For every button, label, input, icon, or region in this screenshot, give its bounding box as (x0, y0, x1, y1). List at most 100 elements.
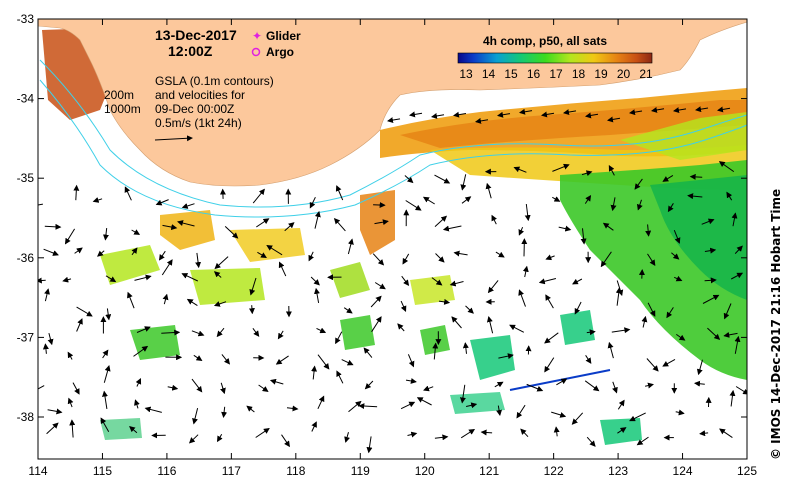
velocity-arrow (617, 427, 627, 434)
velocity-arrow (102, 390, 108, 409)
colorbar-tick-label: 18 (572, 67, 586, 81)
velocity-arrow (731, 212, 738, 227)
velocity-arrow (47, 408, 63, 415)
velocity-arrow (224, 226, 239, 239)
velocity-arrow (462, 342, 469, 354)
velocity-arrow (519, 108, 533, 115)
colorbar-tick-label: 19 (594, 67, 608, 81)
gsla-line-4: 0.5m/s (1kt 24h) (155, 116, 242, 130)
x-tick-label: 125 (737, 464, 757, 478)
velocity-arrow (695, 106, 709, 113)
velocity-arrow (372, 253, 385, 266)
velocity-arrow (496, 405, 503, 416)
velocity-arrow (131, 229, 141, 235)
velocity-arrow (309, 196, 316, 209)
velocity-arrow (74, 247, 83, 254)
velocity-arrows (38, 106, 747, 454)
velocity-arrow (407, 431, 418, 438)
time-label: 12:00Z (168, 43, 213, 59)
velocity-arrow (105, 308, 112, 321)
velocity-arrow (586, 329, 596, 336)
velocity-arrow (571, 412, 584, 425)
velocity-arrow (317, 395, 325, 410)
velocity-arrow (487, 280, 499, 294)
velocity-arrow (38, 202, 43, 209)
velocity-arrow (129, 425, 138, 434)
velocity-arrow (526, 383, 544, 392)
velocity-arrow (62, 276, 72, 283)
velocity-arrow (47, 332, 54, 346)
velocity-arrow (726, 191, 733, 201)
velocity-arrow (644, 382, 654, 389)
velocity-arrow (407, 354, 415, 368)
velocity-arrow (400, 300, 407, 313)
velocity-arrow (358, 403, 378, 410)
colorbar: 4h comp, p50, all sats 13 14 15 16 17 18 19 20 2… (457, 34, 653, 81)
velocity-arrow (459, 384, 466, 404)
velocity-arrow (453, 250, 468, 257)
velocity-arrow (475, 117, 489, 124)
velocity-arrow (72, 382, 80, 395)
velocity-arrow (461, 196, 472, 204)
velocity-arrow (520, 428, 529, 438)
velocity-arrow (509, 324, 525, 333)
velocity-arrow (586, 436, 596, 447)
velocity-arrow (257, 251, 267, 259)
velocity-arrow (704, 247, 717, 254)
velocity-arrow (545, 254, 555, 261)
velocity-arrow (610, 197, 617, 212)
velocity-arrow (387, 117, 401, 124)
velocity-arrow (612, 381, 618, 394)
velocity-arrow (545, 294, 554, 309)
velocity-arrow (431, 113, 445, 119)
velocity-arrow (343, 307, 353, 314)
velocity-arrow (92, 197, 103, 203)
velocity-arrow (64, 228, 76, 245)
velocity-arrow (69, 419, 76, 438)
velocity-arrow (434, 174, 451, 184)
velocity-arrow (556, 378, 568, 386)
velocity-arrow (723, 303, 732, 320)
velocity-arrow (221, 354, 231, 365)
velocity-arrow (213, 271, 222, 278)
velocity-arrow (181, 273, 199, 282)
velocity-arrow (158, 250, 166, 261)
velocity-arrow (608, 165, 615, 176)
velocity-arrow (485, 182, 492, 199)
velocity-arrow (634, 178, 643, 190)
velocity-arrow (641, 315, 648, 328)
plot-area (38, 19, 747, 459)
velocity-arrow (460, 428, 476, 439)
velocity-arrow (186, 298, 198, 307)
velocity-arrow (336, 370, 344, 384)
velocity-arrow (723, 331, 738, 338)
velocity-arrow (580, 228, 587, 245)
velocity-arrow (103, 365, 111, 383)
velocity-arrow (344, 432, 350, 443)
colorbar-tick-label: 17 (549, 67, 563, 81)
colorbar-title: 4h comp, p50, all sats (483, 34, 607, 48)
velocity-arrow (167, 384, 179, 391)
velocity-arrow (46, 422, 59, 435)
velocity-arrow (181, 203, 195, 209)
velocity-arrow (256, 218, 270, 228)
velocity-arrow (374, 219, 389, 226)
y-axis: -33 -34 -35 -36 -37 -38 (17, 12, 747, 424)
colorbar-tick-label: 21 (639, 67, 653, 81)
velocity-arrow (636, 199, 643, 211)
x-tick-label: 118 (286, 464, 305, 478)
velocity-arrow (314, 287, 320, 303)
velocity-arrow (689, 173, 703, 180)
velocity-arrow (195, 252, 202, 269)
velocity-arrow (671, 252, 680, 260)
velocity-arrow (423, 385, 434, 392)
velocity-arrow (258, 384, 269, 392)
velocity-arrow (397, 323, 405, 332)
velocity-arrow (102, 228, 109, 241)
velocity-arrow (491, 214, 497, 225)
gsla-line-3: 09-Dec 00:00Z (155, 102, 234, 116)
scale-arrow (154, 135, 193, 142)
velocity-arrow (248, 305, 255, 315)
velocity-arrow (585, 112, 599, 119)
velocity-arrow (67, 397, 74, 408)
